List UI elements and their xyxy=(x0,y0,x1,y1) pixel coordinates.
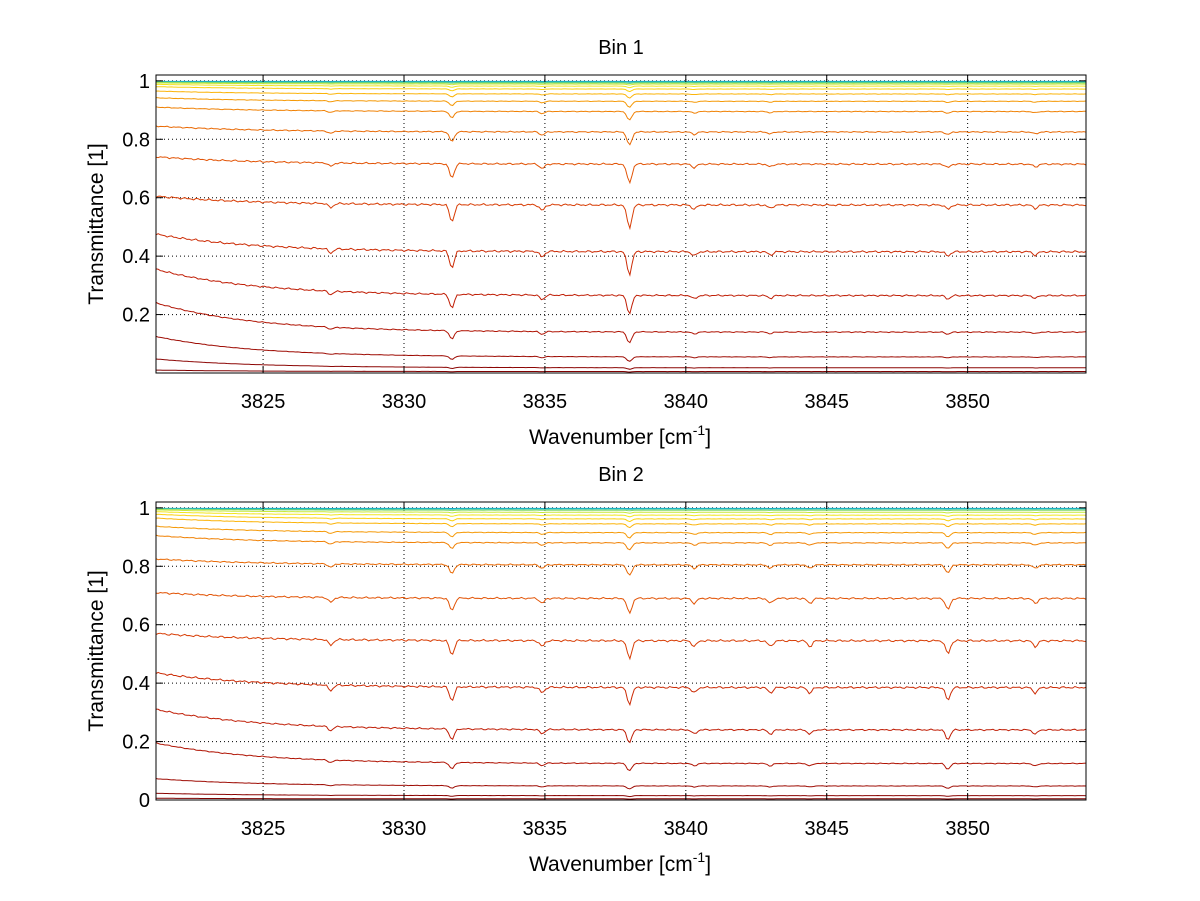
x-tick-label: 3825 xyxy=(241,391,286,413)
x-tick-label: 3845 xyxy=(804,391,849,413)
chart-title: Bin 2 xyxy=(598,464,644,486)
x-tick-label: 3845 xyxy=(804,818,849,840)
series-line xyxy=(155,358,1087,370)
x-axis-label-superscript: -1 xyxy=(693,422,706,438)
plot-area-frame xyxy=(155,74,1087,374)
x-tick-label: 3835 xyxy=(523,818,568,840)
y-tick-label: 0 xyxy=(139,790,150,812)
subplot-bin-2: Bin 2 3825 3830 3835 3840 3845 3850 0 0.2 0.4 0.… xyxy=(85,464,1087,876)
series-line xyxy=(155,86,1086,93)
x-tick-label: 3840 xyxy=(664,818,709,840)
y-tick-label: 0.4 xyxy=(122,673,150,695)
series-line xyxy=(155,195,1087,231)
series-line xyxy=(155,778,1087,790)
series-line xyxy=(156,83,1087,89)
series-line xyxy=(155,509,1087,514)
series-group xyxy=(155,80,1087,373)
x-axis-label: Wavenumber [cm-1] xyxy=(529,422,711,449)
series-line xyxy=(155,268,1087,315)
series-line xyxy=(155,301,1087,344)
series-line xyxy=(155,125,1087,146)
chart-title: Bin 1 xyxy=(598,37,644,59)
x-axis-label-superscript: -1 xyxy=(693,849,706,865)
series-line xyxy=(155,90,1087,99)
y-axis-label: Transmittance [1] xyxy=(85,143,108,304)
x-tick-label: 3830 xyxy=(382,391,427,413)
series-line xyxy=(155,632,1087,661)
x-tick-label: 3840 xyxy=(664,391,709,413)
series-line xyxy=(155,511,1087,518)
y-axis-label: Transmittance [1] xyxy=(85,570,108,731)
series-line xyxy=(156,369,1087,373)
y-axis-ticks: 0 0.2 0.4 0.6 0.8 1 xyxy=(122,498,1086,812)
series-line xyxy=(155,534,1086,551)
x-axis-label-tail: ] xyxy=(705,426,711,449)
series-line xyxy=(155,591,1087,615)
x-tick-label: 3850 xyxy=(945,818,990,840)
series-line xyxy=(155,742,1087,772)
series-line xyxy=(155,97,1087,108)
subplot-bin-1: Bin 1 3825 3830 3835 3840 3845 3850 0.2 0.4 0.6… xyxy=(85,37,1087,449)
series-line xyxy=(155,508,1086,512)
series-line xyxy=(155,708,1087,744)
y-axis-ticks: 0.2 0.4 0.6 0.8 1 xyxy=(122,71,1086,327)
series-line xyxy=(155,233,1087,277)
x-axis-label-text: Wavenumber [cm xyxy=(529,853,693,876)
x-axis-label-tail: ] xyxy=(705,853,711,876)
series-line xyxy=(155,558,1087,576)
series-line xyxy=(155,335,1087,362)
y-tick-label: 1 xyxy=(139,71,150,93)
series-line xyxy=(156,797,1086,800)
y-tick-label: 1 xyxy=(139,498,150,520)
y-tick-label: 0.4 xyxy=(122,246,150,268)
grid-lines xyxy=(156,75,1086,373)
y-tick-label: 0.6 xyxy=(122,188,150,210)
y-tick-label: 0.6 xyxy=(122,615,150,637)
series-line xyxy=(155,525,1087,539)
y-tick-label: 0.2 xyxy=(122,305,150,327)
plot-area-frame xyxy=(155,501,1087,801)
series-line xyxy=(155,792,1087,798)
series-line xyxy=(155,82,1087,86)
series-line xyxy=(155,106,1086,121)
x-axis-label-text: Wavenumber [cm xyxy=(529,426,693,449)
x-tick-label: 3825 xyxy=(241,818,286,840)
x-axis-label: Wavenumber [cm-1] xyxy=(529,849,711,876)
series-line xyxy=(155,513,1086,523)
y-tick-label: 0.8 xyxy=(122,556,150,578)
x-axis-ticks: 3825 3830 3835 3840 3845 3850 xyxy=(241,75,990,413)
series-line xyxy=(155,156,1087,185)
series-line xyxy=(155,671,1087,707)
x-axis-ticks: 3825 3830 3835 3840 3845 3850 xyxy=(241,502,990,840)
x-tick-label: 3835 xyxy=(523,391,568,413)
series-line xyxy=(155,517,1087,529)
series-group xyxy=(155,507,1087,800)
series-line xyxy=(156,81,1086,85)
y-tick-label: 0.2 xyxy=(122,732,150,754)
y-tick-label: 0.8 xyxy=(122,129,150,151)
x-tick-label: 3830 xyxy=(382,818,427,840)
x-tick-label: 3850 xyxy=(945,391,990,413)
